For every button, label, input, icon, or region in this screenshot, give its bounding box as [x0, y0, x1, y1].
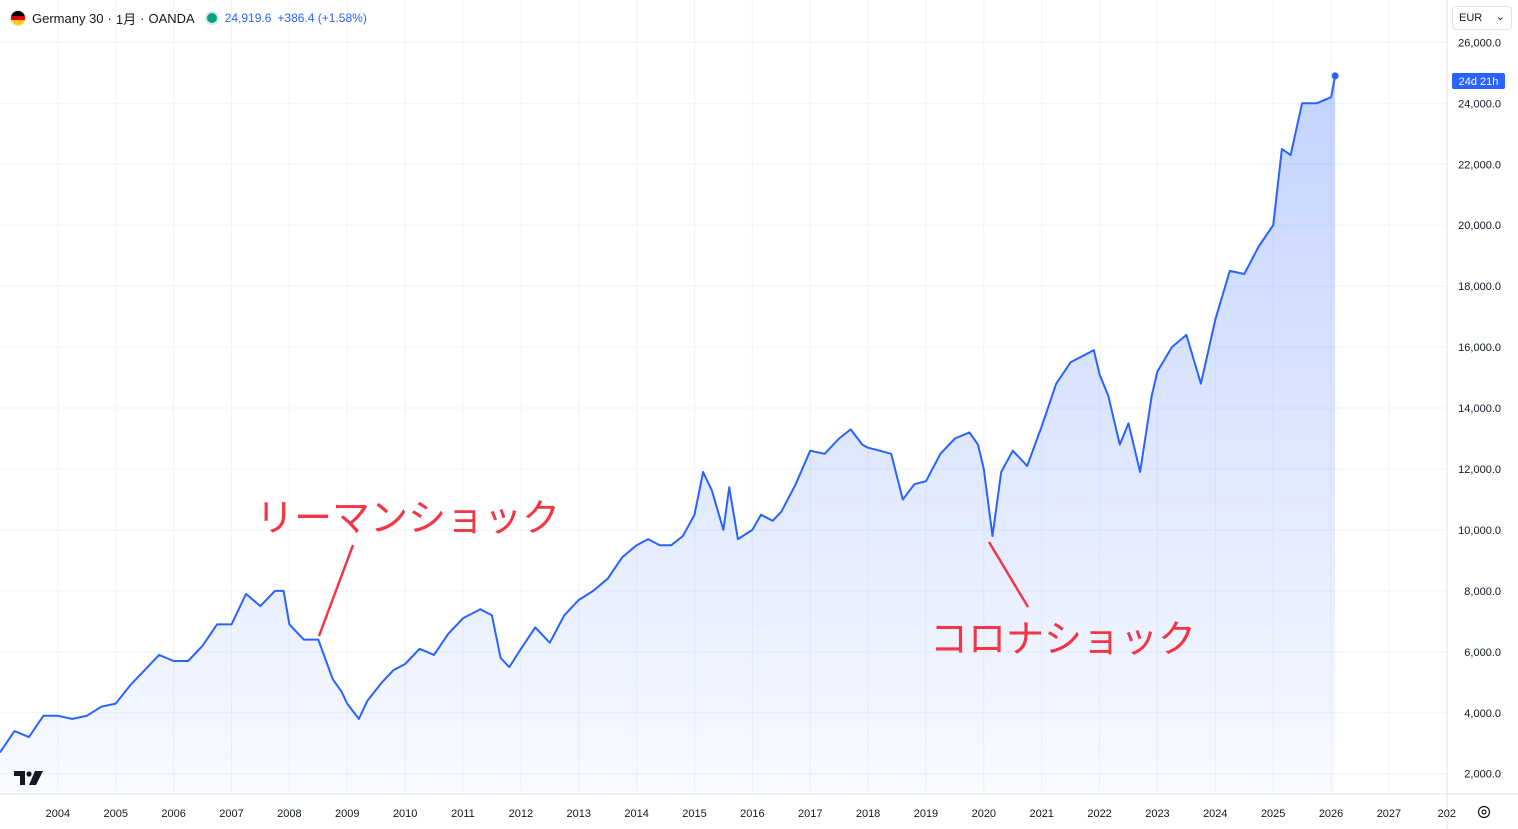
x-tick-label: 2012 — [509, 808, 533, 820]
currency-selector[interactable]: EUR ⌄ — [1452, 6, 1512, 30]
y-tick-label: 18,000.0 — [1458, 281, 1501, 293]
x-tick-label: 2027 — [1377, 808, 1401, 820]
separator: · — [140, 10, 145, 26]
y-tick-label: 10,000.0 — [1458, 525, 1501, 537]
gear-icon[interactable] — [1476, 804, 1492, 820]
y-tick-label: 24,000.0 — [1458, 98, 1501, 110]
x-tick-label: 2019 — [914, 808, 938, 820]
y-tick-label: 4,000.0 — [1464, 708, 1501, 720]
x-tick-label: 2010 — [393, 808, 417, 820]
price-area-fill — [0, 75, 1336, 792]
x-tick-label: 2026 — [1319, 808, 1343, 820]
countdown-label: 24d 21h — [1459, 76, 1499, 88]
x-tick-label: 2015 — [682, 808, 706, 820]
x-tick-label: 2007 — [219, 808, 243, 820]
x-tick-label: 2018 — [856, 808, 880, 820]
annotations: リーマンショック コロナショック — [256, 496, 1196, 661]
x-tick-label: 2021 — [1029, 808, 1053, 820]
x-tick-label: 2024 — [1203, 808, 1227, 820]
x-tick-label: 2013 — [566, 808, 590, 820]
symbol-name[interactable]: Germany 30 — [32, 10, 104, 26]
market-status-icon — [206, 13, 217, 23]
y-tick-label: 14,000.0 — [1458, 403, 1501, 415]
y-tick-label: 6,000.0 — [1464, 647, 1501, 659]
price-axis[interactable]: 26,000.0 24,000.0 22,000.0 20,000.0 18,000.0… — [1458, 37, 1501, 780]
interval-label[interactable]: 1月 — [115, 11, 137, 27]
source-label: OANDA — [148, 10, 195, 26]
x-tick-label: 202 — [1438, 808, 1456, 820]
currency-label: EUR — [1459, 12, 1483, 24]
separator: · — [107, 10, 112, 26]
corona-shock-label: コロナショック — [930, 617, 1196, 661]
x-tick-label: 2014 — [624, 808, 648, 820]
price-change: +386.4 (+1.58%) — [277, 11, 367, 25]
price-line — [0, 75, 1337, 753]
last-price-point — [1331, 72, 1339, 80]
x-tick-label: 2005 — [104, 808, 128, 820]
y-tick-label: 2,000.0 — [1464, 769, 1501, 781]
chevron-down-icon: ⌄ — [1495, 11, 1505, 23]
x-tick-label: 2017 — [798, 808, 822, 820]
y-tick-label: 22,000.0 — [1458, 159, 1501, 171]
y-tick-label: 16,000.0 — [1458, 342, 1501, 354]
x-tick-label: 2023 — [1145, 808, 1169, 820]
y-tick-label: 20,000.0 — [1458, 220, 1501, 232]
x-tick-label: 2006 — [161, 808, 185, 820]
last-price: 24,919.6 — [224, 11, 272, 25]
lehman-pointer-line — [317, 544, 355, 637]
x-tick-label: 2020 — [972, 808, 996, 820]
x-tick-label: 2004 — [46, 808, 70, 820]
x-tick-label: 2011 — [451, 808, 475, 820]
tradingview-logo-icon[interactable] — [14, 770, 44, 786]
x-tick-label: 2009 — [335, 808, 359, 820]
x-tick-label: 2016 — [740, 808, 764, 820]
y-tick-label: 26,000.0 — [1458, 37, 1501, 49]
corona-pointer-line — [987, 541, 1030, 608]
germany-flag-icon — [10, 10, 26, 26]
lehman-shock-label: リーマンショック — [256, 496, 560, 540]
time-axis[interactable]: 2004 2005 2006 2007 2008 2009 2010 2011 2012 2013… — [46, 808, 1456, 820]
countdown-badge: 24d 21h — [1452, 73, 1505, 89]
y-tick-label: 12,000.0 — [1458, 464, 1501, 476]
x-tick-label: 2008 — [277, 808, 301, 820]
x-tick-label: 2022 — [1087, 808, 1111, 820]
y-tick-label: 8,000.0 — [1464, 586, 1501, 598]
symbol-header[interactable]: Germany 30 · 1月 · OANDA 24,919.6 +386.4 … — [10, 9, 367, 27]
x-tick-label: 2025 — [1261, 808, 1285, 820]
